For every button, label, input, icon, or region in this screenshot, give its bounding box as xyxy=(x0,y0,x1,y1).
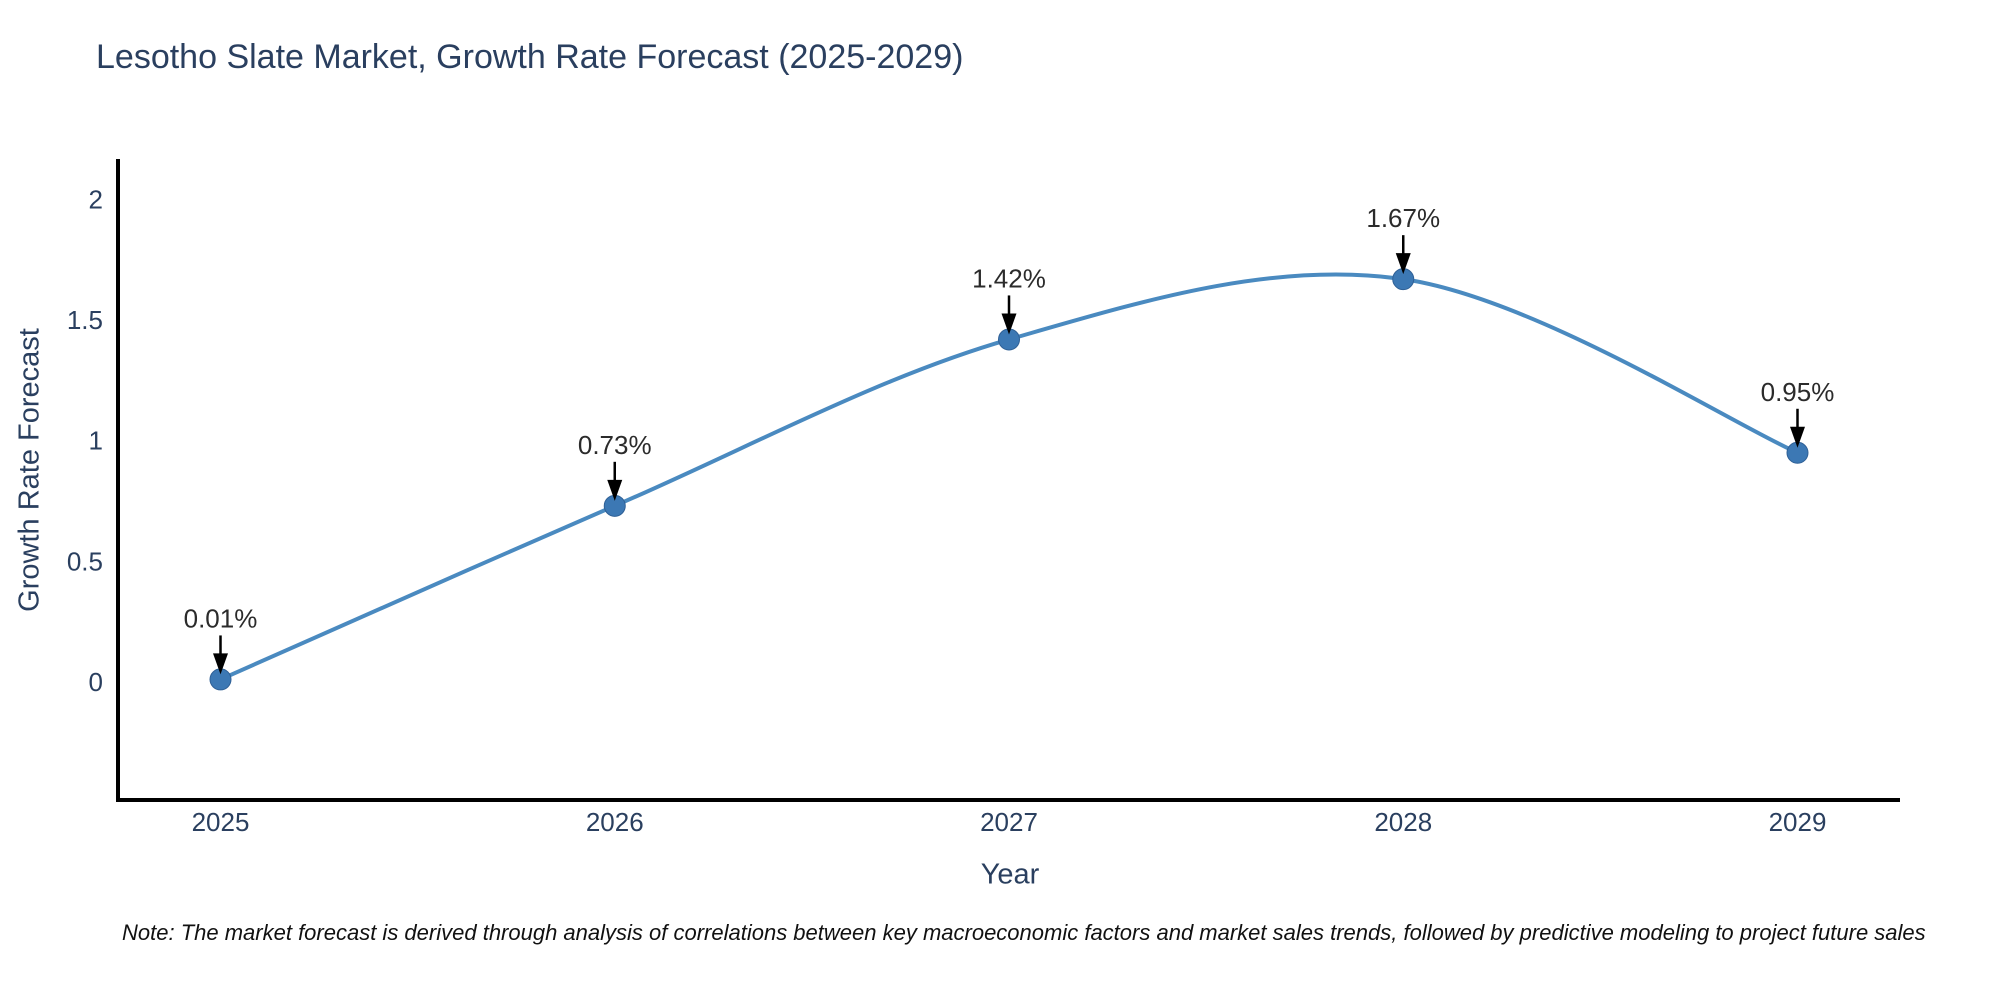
annotation-arrow-head xyxy=(1395,253,1411,275)
x-tick-label: 2028 xyxy=(1374,807,1432,837)
x-tick-label: 2029 xyxy=(1769,807,1827,837)
x-tick-label: 2026 xyxy=(586,807,644,837)
annotation-arrow-head xyxy=(1789,426,1805,448)
y-tick-label: 0 xyxy=(89,667,103,697)
y-tick-label: 2 xyxy=(89,185,103,215)
point-annotation: 0.95% xyxy=(1761,377,1835,407)
annotation-arrow-head xyxy=(607,479,623,501)
y-tick-label: 1.5 xyxy=(67,305,103,335)
point-annotation: 1.67% xyxy=(1366,203,1440,233)
annotation-arrow-head xyxy=(1001,313,1017,335)
point-annotation: 0.01% xyxy=(184,603,258,633)
x-axis-title: Year xyxy=(980,858,1040,891)
point-annotation: 0.73% xyxy=(578,430,652,460)
x-tick-label: 2025 xyxy=(192,807,250,837)
chart-title: Lesotho Slate Market, Growth Rate Foreca… xyxy=(96,38,964,76)
y-tick-label: 0.5 xyxy=(67,546,103,576)
x-tick-label: 2027 xyxy=(980,807,1038,837)
point-annotation: 1.42% xyxy=(972,263,1046,293)
footnote: Note: The market forecast is derived thr… xyxy=(122,920,1926,945)
annotation-arrow-head xyxy=(213,653,229,675)
y-tick-label: 1 xyxy=(89,426,103,456)
